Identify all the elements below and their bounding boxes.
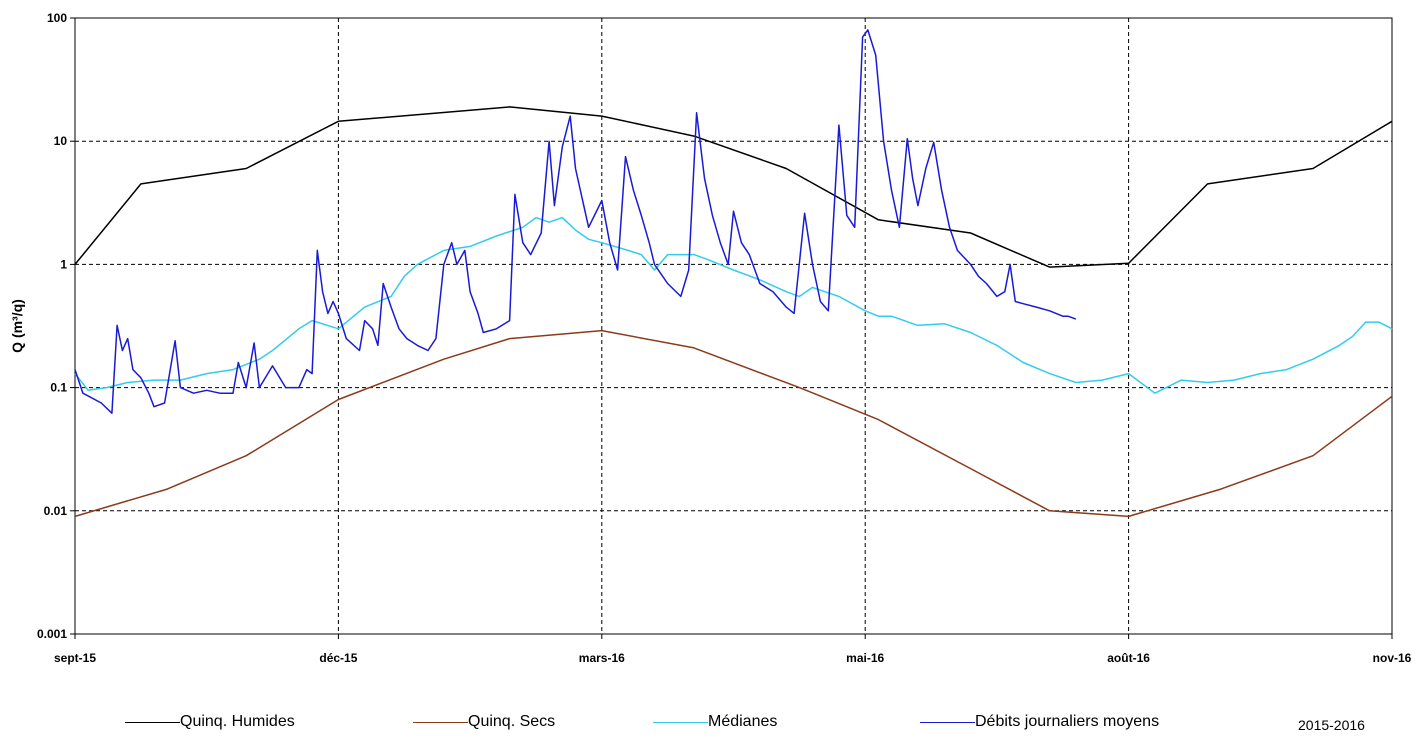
- series-layer: [74, 29, 1393, 518]
- hydrograph-chart: 0.001 0.01 0.1 1 10 100 sept-15 déc-15 mars-16 m…: [9, 11, 1412, 665]
- y-tick-label: 100: [47, 11, 67, 25]
- x-tick-label: sept-15: [54, 651, 96, 665]
- series-line-medianes: [74, 216, 1393, 394]
- y-tick-label: 0.001: [37, 627, 67, 641]
- season-label: 2015-2016: [1298, 717, 1365, 733]
- legend-label-quinq-humides: Quinq. Humides: [180, 713, 295, 730]
- x-tick-label: mars-16: [579, 651, 625, 665]
- series-line-quinq-humides: [74, 106, 1393, 268]
- legend-label-debits-journaliers: Débits journaliers moyens: [975, 713, 1160, 730]
- x-tick-label: août-16: [1107, 651, 1150, 665]
- x-tick-label: nov-16: [1373, 651, 1412, 665]
- series-line-quinq-secs: [74, 329, 1393, 518]
- y-axis-label: Q (m³/q): [9, 299, 25, 353]
- legend-item-quinq-secs: Quinq. Secs: [413, 707, 555, 737]
- legend: Quinq. Humides Quinq. Secs Médianes Débi…: [0, 707, 1428, 737]
- x-tick-label: mai-16: [846, 651, 884, 665]
- series-line-debits-journaliers-moyens: [74, 29, 1077, 414]
- legend-swatch-debits-journaliers: [920, 721, 975, 723]
- legend-item-medianes: Médianes: [653, 707, 777, 737]
- legend-item-debits-journaliers: Débits journaliers moyens: [920, 707, 1159, 737]
- legend-swatch-quinq-secs: [413, 721, 468, 723]
- y-tick-label: 0.01: [44, 504, 68, 518]
- x-tick-label: déc-15: [319, 651, 357, 665]
- y-axis-ticks: 0.001 0.01 0.1 1 10 100: [37, 11, 75, 641]
- plot-frame: [74, 17, 1393, 635]
- x-axis-ticks: sept-15 déc-15 mars-16 mai-16 août-16 nov-16: [54, 634, 1412, 665]
- y-tick-label: 10: [54, 134, 68, 148]
- y-tick-label: 0.1: [50, 381, 67, 395]
- grid-lines: [75, 18, 1392, 634]
- legend-label-medianes: Médianes: [708, 713, 778, 730]
- legend-swatch-quinq-humides: [125, 721, 180, 723]
- legend-label-quinq-secs: Quinq. Secs: [468, 713, 556, 730]
- y-tick-label: 1: [60, 257, 67, 271]
- legend-item-quinq-humides: Quinq. Humides: [125, 707, 295, 737]
- legend-swatch-medianes: [653, 721, 708, 723]
